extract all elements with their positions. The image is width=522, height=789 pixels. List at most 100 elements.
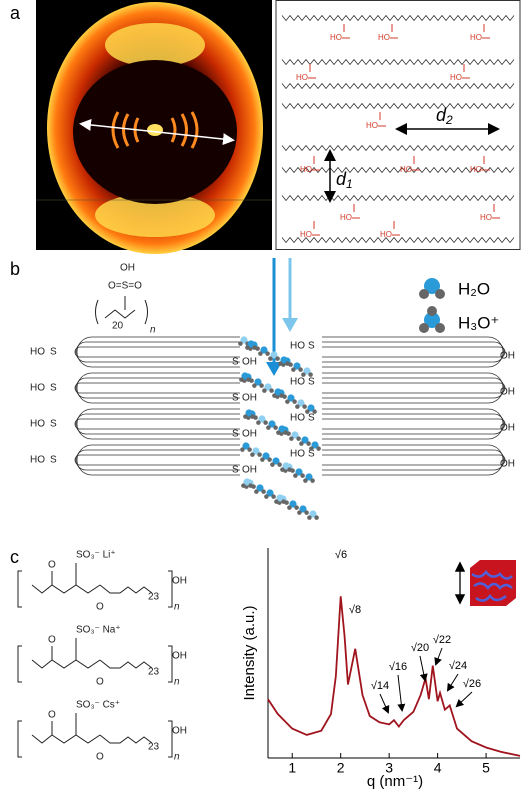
acid-label: HO (300, 165, 312, 174)
hairpin (322, 455, 505, 465)
hydrogen (296, 436, 301, 441)
chem-label: SO₃⁻ Li⁺ (76, 550, 116, 561)
hairpin (322, 445, 503, 475)
arrow-head (282, 318, 298, 332)
chem-label: S (50, 347, 57, 358)
chem-label: OH (500, 423, 515, 434)
chem-label: S (308, 341, 315, 352)
chem-label: S (232, 357, 239, 368)
hydrogen (312, 409, 317, 414)
hydrogen (261, 489, 266, 494)
chem-label: 23 (148, 592, 160, 603)
figure: a HOHOHOHOHOHOHOHOHOHOHOHOHO d1 d2 b OH … (0, 0, 522, 789)
legend-label: H₃O⁺ (458, 313, 499, 332)
hydrogen (260, 457, 265, 462)
hydrogen (301, 372, 306, 377)
acid-label: HO (340, 213, 352, 222)
acid-label: HO (378, 33, 390, 42)
page: { "panel_a": {"label": "a", "d1": "d", "… (0, 0, 522, 789)
hydrogen (299, 441, 304, 446)
hairpin (76, 378, 240, 398)
chem-label: 23 (148, 742, 160, 753)
hairpin (322, 409, 503, 439)
hydrogen (302, 404, 307, 409)
panel-label: a (10, 3, 21, 23)
hairpin (322, 347, 505, 357)
peak-label: √20 (411, 642, 429, 654)
hairpin (322, 373, 503, 403)
hydrogen (271, 494, 276, 499)
sub: 2 (445, 113, 453, 127)
hairpin (77, 445, 240, 475)
peak-arrow (398, 675, 402, 710)
hydrogen (275, 356, 280, 361)
hydrogen (285, 399, 290, 404)
hydrogen (435, 289, 445, 299)
chem-label: n (150, 325, 156, 336)
hairpin (322, 419, 505, 429)
hydrogen (250, 452, 255, 457)
hairpin (322, 378, 504, 398)
hydrogen (268, 356, 273, 361)
chem-label: HO (290, 449, 305, 460)
hairpin (77, 337, 240, 367)
hydrogen (304, 510, 309, 515)
hairpin (76, 342, 240, 362)
peak-arrow (448, 674, 458, 690)
hydrogen (309, 446, 314, 451)
hydrogen (293, 473, 298, 478)
y-axis-label: Intensity (a.u.) (241, 605, 258, 700)
chem-label: S (232, 393, 239, 404)
hydrogen (307, 515, 312, 520)
hydrogen (263, 420, 268, 425)
acid-label: HO (300, 230, 312, 239)
chem-label: S (232, 429, 239, 440)
acid-label: HO (450, 73, 462, 82)
acid-label: HO (480, 213, 492, 222)
chem-label: n (174, 752, 180, 763)
chem-label: O (96, 602, 104, 613)
legend-label: H₂O (458, 279, 490, 298)
chem-label: S (308, 377, 315, 388)
peak-arrow (420, 656, 425, 680)
hydrogen (252, 345, 257, 350)
hydrogen (279, 393, 284, 398)
hydrogen (252, 383, 257, 388)
chem-label: S (308, 413, 315, 424)
hydrogen (287, 467, 292, 472)
hydrogen (298, 367, 303, 372)
inset-cube (460, 560, 516, 606)
hydrogen (259, 383, 264, 388)
peak-label: √22 (433, 634, 451, 646)
acid-label: HO (380, 230, 392, 239)
hydrogen (238, 341, 243, 346)
hydrogen (248, 483, 253, 488)
chem-label: n (174, 677, 180, 688)
chem-label: OH (242, 429, 257, 440)
sub: 1 (346, 177, 353, 191)
water-molecules (238, 278, 445, 520)
x-tick-label: 5 (482, 760, 490, 776)
chem-label: OH (500, 459, 515, 470)
hydrogen (278, 361, 283, 366)
chem-label: SO₃⁻ Na⁺ (76, 625, 121, 636)
chem-label: S (50, 383, 57, 394)
hydrogen (291, 367, 296, 372)
hydrogen (276, 430, 281, 435)
acid-label: HO (366, 121, 378, 130)
peak-label: √6 (335, 549, 347, 561)
hairpin (77, 373, 240, 403)
hydrogen (277, 462, 282, 467)
acid-label: HO (470, 165, 482, 174)
chem-label: OH (172, 726, 187, 737)
hydrogen (270, 462, 275, 467)
chem-label: HO (30, 455, 45, 466)
hydrogen (308, 372, 313, 377)
hydrogen (287, 505, 292, 510)
hydrogen (310, 478, 315, 483)
chem-label: OH (242, 393, 257, 404)
peak-arrow (380, 694, 388, 712)
hydrogen (294, 505, 299, 510)
hydrogen (274, 499, 279, 504)
hydrogen (435, 323, 445, 333)
